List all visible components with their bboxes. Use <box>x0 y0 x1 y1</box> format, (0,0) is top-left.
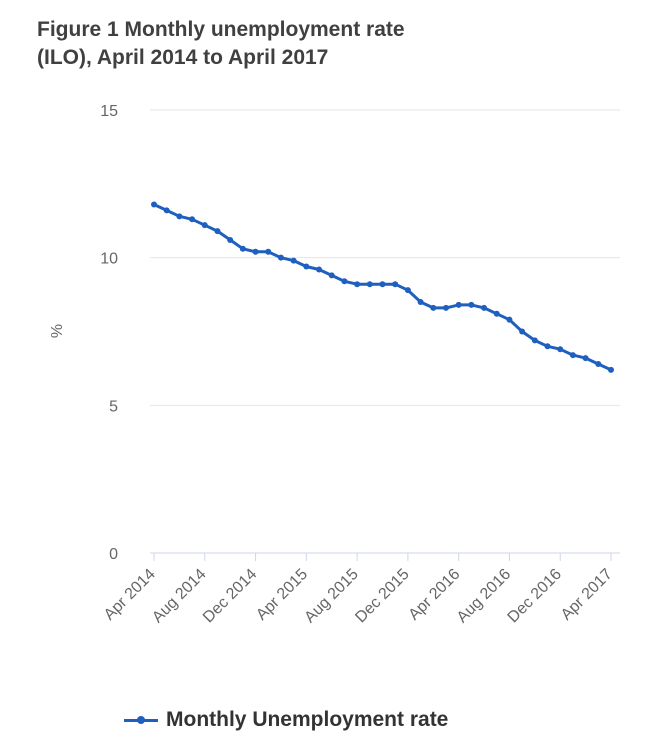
data-point <box>595 360 602 367</box>
data-point <box>163 207 170 214</box>
y-tick-label: 15 <box>100 103 118 120</box>
data-point <box>303 263 310 270</box>
data-point <box>544 343 551 350</box>
data-point <box>354 281 361 288</box>
y-tick-label: 10 <box>100 251 118 268</box>
y-tick-label: 5 <box>109 398 118 415</box>
x-tick-label: Dec 2014 <box>200 566 261 627</box>
data-point <box>569 352 576 359</box>
data-point <box>417 298 424 305</box>
data-point <box>404 287 411 294</box>
data-point <box>176 213 183 220</box>
data-point <box>468 301 475 308</box>
chart-legend[interactable]: Monthly Unemployment rate <box>124 708 448 732</box>
data-point <box>430 304 437 311</box>
legend-line-marker-icon <box>124 710 158 730</box>
data-point <box>519 328 526 335</box>
x-tick-label: Dec 2015 <box>352 566 413 627</box>
data-point <box>214 228 221 235</box>
data-point <box>455 301 462 308</box>
data-point <box>493 310 500 317</box>
data-point <box>481 304 488 311</box>
x-tick-label: Aug 2016 <box>454 566 515 627</box>
data-point <box>252 248 259 255</box>
data-point <box>341 278 348 285</box>
data-point <box>151 201 157 208</box>
data-point <box>189 216 196 223</box>
data-point <box>506 316 513 323</box>
data-point <box>366 281 373 288</box>
y-axis-title: % <box>49 324 66 338</box>
data-point <box>316 266 323 273</box>
x-tick-label: Aug 2015 <box>301 566 362 627</box>
data-point <box>277 254 284 261</box>
x-tick-label: Dec 2016 <box>505 566 566 627</box>
data-point <box>227 236 234 243</box>
data-point <box>201 222 208 229</box>
data-point <box>290 257 297 264</box>
x-tick-label: Aug 2014 <box>149 566 210 627</box>
y-tick-label: 0 <box>109 546 118 563</box>
data-point <box>442 304 449 311</box>
chart-title: Figure 1 Monthly unemployment rate (ILO)… <box>37 18 405 69</box>
data-point <box>608 366 614 373</box>
data-point <box>392 281 399 288</box>
data-point <box>239 245 246 252</box>
data-point <box>379 281 386 288</box>
data-point <box>531 337 538 344</box>
x-tick-label: Apr 2017 <box>558 566 616 624</box>
legend-swatch-dot <box>137 716 145 724</box>
data-point <box>557 346 564 353</box>
data-point <box>265 248 272 255</box>
legend-label: Monthly Unemployment rate <box>166 708 449 731</box>
data-point <box>582 355 589 362</box>
data-point <box>328 272 335 279</box>
